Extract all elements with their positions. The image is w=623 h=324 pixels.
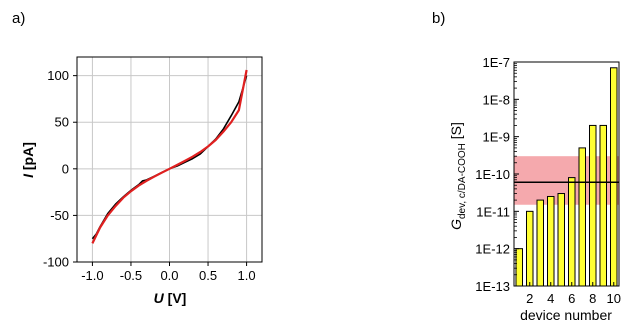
bar-device-10 xyxy=(609,67,618,287)
x-tick-label: 1.0 xyxy=(238,268,256,283)
bar-device-2 xyxy=(525,210,534,287)
x-tick-label: 0.0 xyxy=(160,268,178,283)
x-tick-label: -1.0 xyxy=(81,268,103,283)
panel-label-b: b) xyxy=(432,10,445,27)
x-tick-label: 10 xyxy=(607,291,621,306)
bar-device-8 xyxy=(588,124,597,287)
bar-device-6 xyxy=(567,177,576,287)
y-tick-label: 0 xyxy=(62,161,69,176)
bar-device-4 xyxy=(546,195,555,287)
y-tick-label: 1E-7 xyxy=(483,55,510,70)
panel-a-ylabel-symbol: I xyxy=(20,173,36,178)
x-tick-label: 4 xyxy=(547,291,554,306)
x-tick-label: -0.5 xyxy=(120,268,142,283)
y-tick-label: 100 xyxy=(47,68,69,83)
y-tick-label: 50 xyxy=(55,115,69,130)
panel-b-bars xyxy=(515,67,618,287)
x-tick-label: 2 xyxy=(526,291,533,306)
panel-a-grid xyxy=(77,57,262,263)
bar-device-7 xyxy=(578,147,587,287)
bar-device-5 xyxy=(557,193,566,287)
bar-device-3 xyxy=(536,199,545,287)
y-tick-label: 1E-11 xyxy=(476,204,510,219)
series-line-2 xyxy=(91,69,248,244)
x-tick-label: 8 xyxy=(589,291,596,306)
panel-b-ylabel-unit: [S] xyxy=(448,122,464,143)
panel-a-xlabel-unit: [V] xyxy=(164,290,187,306)
y-tick-label: 1E-8 xyxy=(483,92,510,107)
panel-a-xlabel-symbol: U xyxy=(154,290,165,306)
y-tick-label: 1E-12 xyxy=(475,242,510,257)
panel-a-ticks: -1.0 -0.5 0.0 0.5 1.0 -100 -50 0 50 100 xyxy=(43,68,256,283)
y-tick-label: -50 xyxy=(50,208,69,223)
x-tick-label: 6 xyxy=(568,291,575,306)
panel-b-xlabel: device number xyxy=(520,307,612,323)
y-tick-label: 1E-9 xyxy=(483,130,510,145)
y-tick-label: 1E-10 xyxy=(475,167,510,182)
bar-device-9 xyxy=(599,124,608,287)
panel-a-xlabel: U [V] xyxy=(154,290,187,306)
x-tick-label: 0.5 xyxy=(199,268,217,283)
panel-b-ylabel-subscript: dev, c/DA-COOH xyxy=(457,143,468,219)
panel-b-ylabel: Gdev, c/DA-COOH [S] xyxy=(448,122,468,230)
y-tick-label: -100 xyxy=(43,255,69,270)
panel-b-ylabel-symbol: G xyxy=(448,219,464,230)
panel-b-ticks: 1E-13 1E-12 1E-11 1E-10 1E-9 1E-8 1E-7 2 4 6 8 10 xyxy=(475,55,621,306)
y-tick-label: 1E-13 xyxy=(475,279,510,294)
panel-a-series xyxy=(91,69,248,244)
panel-a-ylabel-unit: [pA] xyxy=(20,142,36,174)
panel-label-a: a) xyxy=(12,10,25,27)
panel-a-ylabel: I [pA] xyxy=(20,142,36,178)
